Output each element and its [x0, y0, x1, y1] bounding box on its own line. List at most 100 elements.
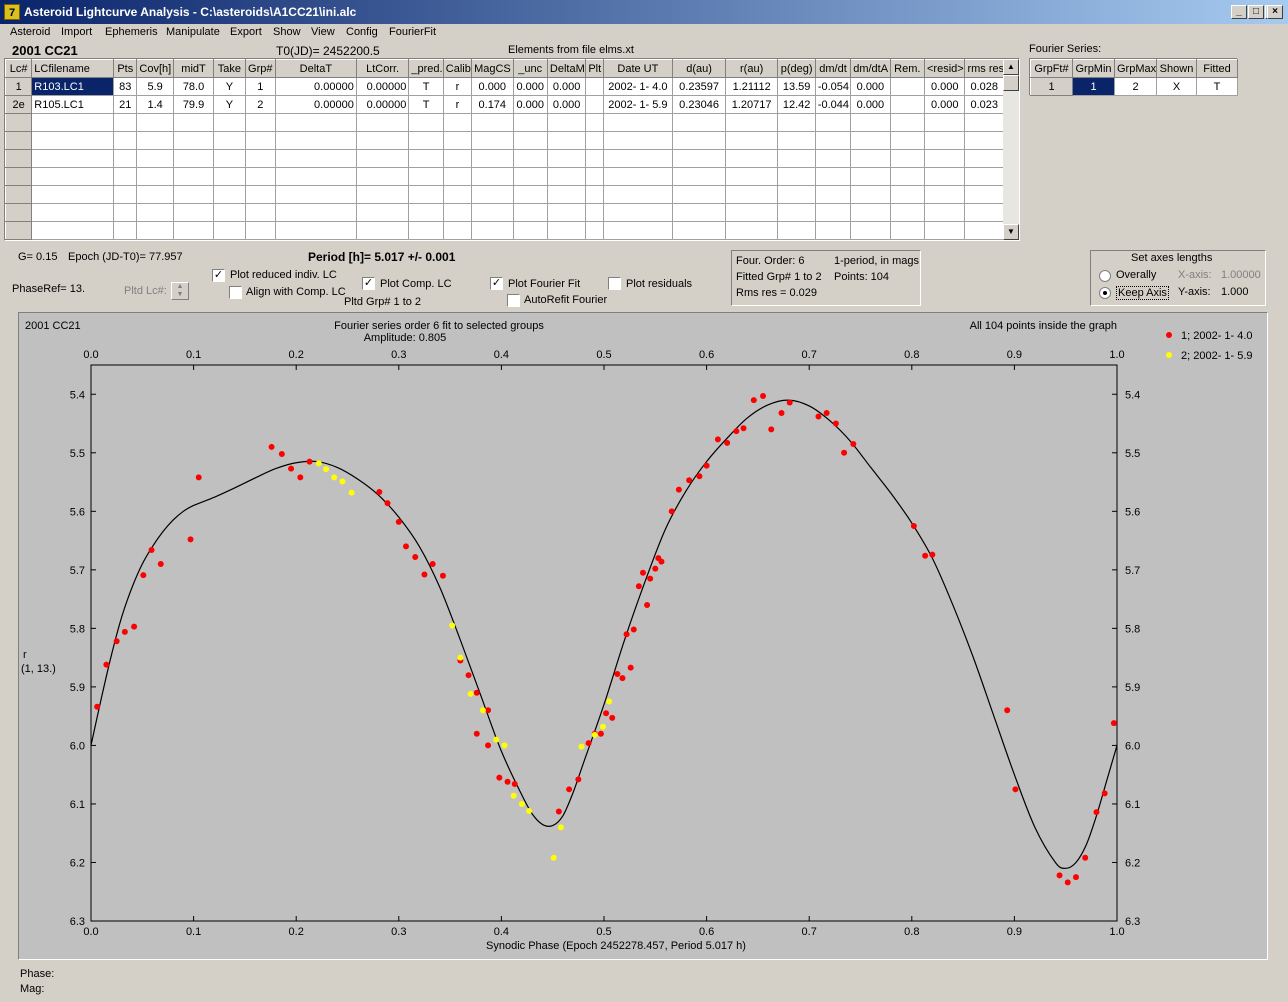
table-cell[interactable]: [442, 203, 473, 222]
plot-comp-checkbox[interactable]: ✓: [362, 277, 375, 290]
table-cell[interactable]: 0.000: [850, 77, 891, 96]
table-cell[interactable]: [889, 131, 926, 150]
table-cell[interactable]: 83: [113, 77, 138, 96]
table-cell[interactable]: [113, 113, 138, 132]
table-cell[interactable]: [471, 203, 514, 222]
table-cell[interactable]: [355, 113, 410, 132]
column-header[interactable]: Pts: [113, 59, 138, 78]
table-cell[interactable]: 2: [244, 95, 276, 114]
table-cell[interactable]: [274, 149, 357, 168]
column-header[interactable]: Plt: [585, 59, 604, 78]
table-cell[interactable]: [923, 185, 966, 204]
table-cell[interactable]: [244, 185, 276, 204]
table-cell[interactable]: [408, 131, 444, 150]
table-cell[interactable]: [964, 149, 1004, 168]
table-cell[interactable]: [850, 221, 891, 240]
table-cell[interactable]: [850, 203, 891, 222]
table-cell[interactable]: 2002- 1- 5.9: [602, 95, 674, 114]
table-cell[interactable]: [355, 131, 410, 150]
table-cell[interactable]: 13.59: [777, 77, 816, 96]
table-cell[interactable]: 2002- 1- 4.0: [602, 77, 674, 96]
row-header[interactable]: [5, 149, 33, 168]
table-cell[interactable]: [31, 167, 115, 186]
table-cell[interactable]: 1.4: [136, 95, 174, 114]
table-cell[interactable]: [172, 221, 215, 240]
table-cell[interactable]: [672, 203, 726, 222]
table-cell[interactable]: [244, 149, 276, 168]
table-cell[interactable]: Y: [213, 77, 246, 96]
table-cell[interactable]: [31, 221, 115, 240]
maximize-icon[interactable]: □: [1248, 5, 1264, 19]
column-header[interactable]: Cov[h]: [136, 59, 174, 78]
table-cell[interactable]: [136, 221, 174, 240]
table-cell[interactable]: [814, 131, 852, 150]
table-cell[interactable]: [850, 131, 891, 150]
table-cell[interactable]: [672, 113, 726, 132]
table-cell[interactable]: [113, 221, 138, 240]
menu-view[interactable]: View: [311, 26, 335, 38]
table-cell[interactable]: [31, 185, 115, 204]
table-cell[interactable]: 0.00000: [274, 77, 357, 96]
table-cell[interactable]: 0.023: [964, 95, 1004, 114]
fourier-cell[interactable]: 1: [1030, 77, 1073, 96]
table-cell[interactable]: [672, 149, 726, 168]
table-cell[interactable]: [672, 167, 726, 186]
table-cell[interactable]: [442, 149, 473, 168]
table-cell[interactable]: [512, 113, 548, 132]
table-cell[interactable]: [136, 203, 174, 222]
table-cell[interactable]: [244, 113, 276, 132]
minimize-icon[interactable]: _: [1231, 5, 1247, 19]
table-cell[interactable]: [136, 149, 174, 168]
table-cell[interactable]: 0.23597: [672, 77, 726, 96]
table-cell[interactable]: [889, 149, 926, 168]
table-cell[interactable]: -0.044: [814, 95, 852, 114]
table-cell[interactable]: [136, 113, 174, 132]
table-cell[interactable]: 0.028: [964, 77, 1004, 96]
table-cell[interactable]: [923, 131, 966, 150]
column-header[interactable]: p(deg): [777, 59, 816, 78]
table-cell[interactable]: 12.42: [777, 95, 816, 114]
column-header[interactable]: LCfilename: [31, 59, 115, 78]
table-cell[interactable]: [408, 221, 444, 240]
table-cell[interactable]: [113, 149, 138, 168]
table-cell[interactable]: [471, 185, 514, 204]
table-cell[interactable]: [471, 167, 514, 186]
table-cell[interactable]: [355, 185, 410, 204]
table-cell[interactable]: [213, 113, 246, 132]
yaxis-value[interactable]: 1.000: [1221, 286, 1249, 298]
table-cell[interactable]: [355, 149, 410, 168]
lightcurve-plot[interactable]: 2001 CC21 Fourier series order 6 fit to …: [19, 313, 1267, 959]
column-header[interactable]: Lc#: [5, 59, 33, 78]
column-header[interactable]: MagCS: [471, 59, 514, 78]
column-header[interactable]: midT: [172, 59, 215, 78]
table-row[interactable]: [5, 221, 1004, 240]
table-cell[interactable]: 0.00000: [355, 95, 410, 114]
table-cell[interactable]: [602, 113, 674, 132]
table-cell[interactable]: [889, 95, 926, 114]
table-cell[interactable]: 0.000: [546, 95, 587, 114]
menu-import[interactable]: Import: [61, 26, 93, 38]
table-cell[interactable]: [964, 167, 1004, 186]
table-cell[interactable]: [724, 149, 779, 168]
table-cell[interactable]: [964, 131, 1004, 150]
table-cell[interactable]: 0.000: [512, 95, 548, 114]
table-cell[interactable]: [585, 221, 604, 240]
column-header[interactable]: DeltaM: [546, 59, 587, 78]
table-cell[interactable]: [850, 113, 891, 132]
table-cell[interactable]: [672, 131, 726, 150]
table-cell[interactable]: [408, 149, 444, 168]
table-cell[interactable]: 0.00000: [274, 95, 357, 114]
autorefit-checkbox[interactable]: [507, 294, 520, 307]
table-cell[interactable]: [777, 185, 816, 204]
table-cell[interactable]: [923, 149, 966, 168]
table-cell[interactable]: [244, 203, 276, 222]
table-cell[interactable]: [274, 221, 357, 240]
column-header[interactable]: Calib.: [442, 59, 473, 78]
row-header[interactable]: [5, 131, 33, 150]
row-header[interactable]: [5, 113, 33, 132]
lightcurve-grid[interactable]: Lc# LCfilename Pts Cov[h] midT Take Grp# DeltaT…: [4, 58, 1020, 241]
table-cell[interactable]: [546, 149, 587, 168]
table-cell[interactable]: 0.000: [546, 77, 587, 96]
table-cell[interactable]: [512, 221, 548, 240]
